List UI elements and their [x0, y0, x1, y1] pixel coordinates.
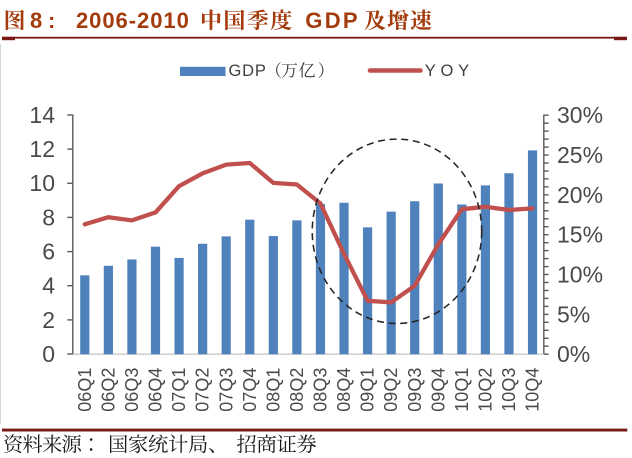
- svg-text:6: 6: [42, 239, 55, 265]
- svg-text:09Q2: 09Q2: [381, 368, 401, 412]
- svg-text:08Q1: 08Q1: [263, 368, 283, 412]
- svg-text:20%: 20%: [557, 182, 603, 208]
- svg-text:10Q3: 10Q3: [499, 368, 519, 412]
- svg-text:08Q2: 08Q2: [287, 368, 307, 412]
- svg-text:07Q1: 07Q1: [169, 368, 189, 412]
- svg-text:GDP: GDP: [229, 62, 267, 80]
- svg-text:15%: 15%: [557, 222, 603, 248]
- svg-text:09Q1: 09Q1: [358, 368, 378, 412]
- svg-text:8: 8: [42, 204, 55, 230]
- svg-text:5%: 5%: [557, 301, 590, 327]
- svg-text:07Q3: 07Q3: [216, 368, 236, 412]
- svg-text:14: 14: [29, 102, 55, 128]
- svg-text:10Q1: 10Q1: [452, 368, 472, 412]
- svg-text:10: 10: [29, 170, 55, 196]
- svg-text:12: 12: [29, 136, 55, 162]
- svg-text:YOY: YOY: [425, 62, 474, 80]
- svg-text:08Q3: 08Q3: [311, 368, 331, 412]
- svg-text:07Q2: 07Q2: [193, 368, 213, 412]
- svg-text:0: 0: [42, 341, 55, 367]
- svg-text:10Q2: 10Q2: [476, 368, 496, 412]
- svg-text:25%: 25%: [557, 142, 603, 168]
- svg-text:30%: 30%: [557, 102, 603, 128]
- svg-text:06Q1: 06Q1: [75, 368, 95, 412]
- svg-text:4: 4: [42, 273, 55, 299]
- svg-text:07Q4: 07Q4: [240, 368, 260, 412]
- svg-text:10Q4: 10Q4: [523, 368, 543, 412]
- svg-text:2: 2: [42, 307, 55, 333]
- svg-text:09Q4: 09Q4: [428, 368, 448, 412]
- svg-text:06Q4: 06Q4: [146, 368, 166, 412]
- svg-text:10%: 10%: [557, 261, 603, 287]
- svg-text:08Q4: 08Q4: [334, 368, 354, 412]
- svg-text:09Q3: 09Q3: [405, 368, 425, 412]
- svg-text:8: 8: [30, 8, 42, 33]
- svg-text:2006-2010: 2006-2010: [76, 8, 190, 33]
- svg-text:06Q3: 06Q3: [122, 368, 142, 412]
- svg-text:0%: 0%: [557, 341, 590, 367]
- svg-text::: :: [48, 8, 55, 33]
- svg-text:GDP: GDP: [305, 8, 360, 33]
- svg-text:06Q2: 06Q2: [99, 368, 119, 412]
